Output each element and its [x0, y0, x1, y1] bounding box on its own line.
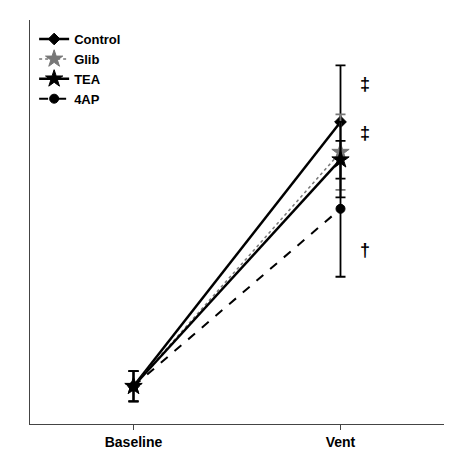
svg-text:†: †	[360, 240, 370, 260]
svg-text:Baseline: Baseline	[105, 434, 163, 450]
svg-text:Control: Control	[74, 32, 120, 47]
svg-text:Glib: Glib	[74, 52, 99, 67]
svg-text:4AP: 4AP	[74, 92, 100, 107]
svg-text:‡: ‡	[360, 74, 370, 94]
svg-text:TEA: TEA	[74, 72, 101, 87]
svg-text:Vent: Vent	[326, 434, 356, 450]
svg-text:‡: ‡	[360, 123, 370, 143]
